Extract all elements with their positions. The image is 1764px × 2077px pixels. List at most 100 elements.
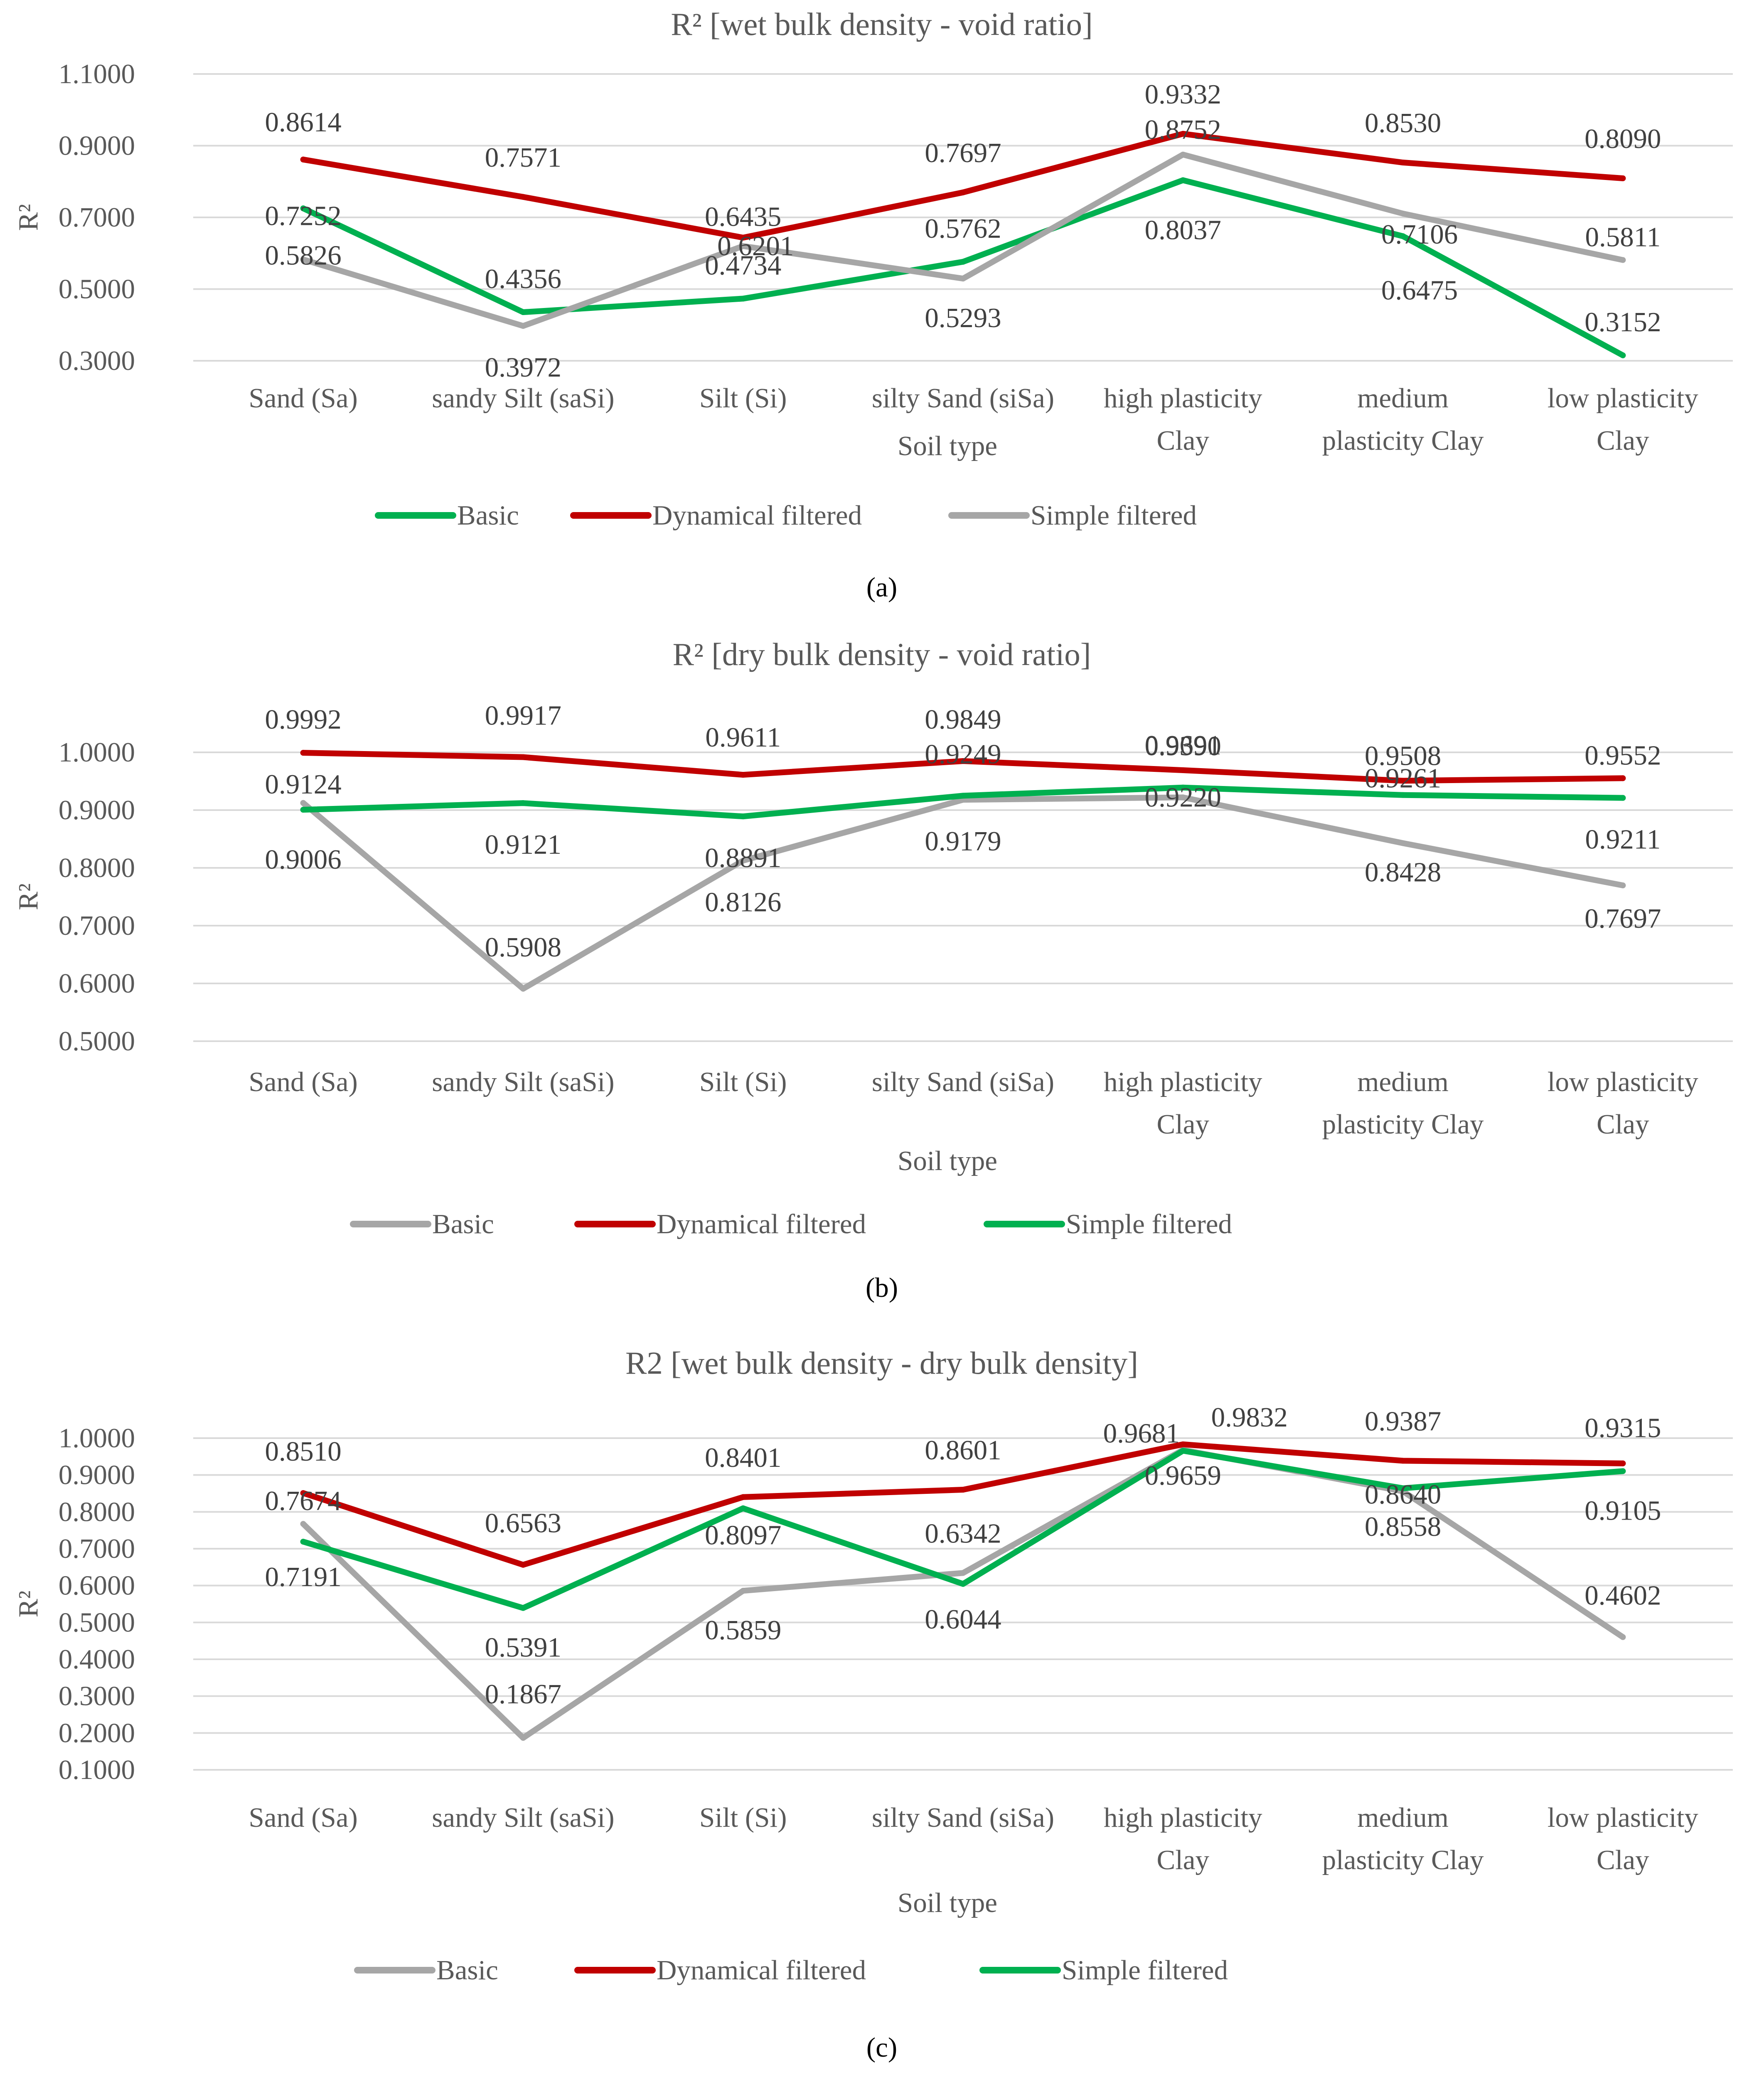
x-category-label: plasticity Clay (1322, 425, 1484, 456)
x-category-label: low plasticity (1547, 1067, 1698, 1097)
data-point (740, 772, 746, 778)
x-category-label: silty Sand (siSa) (872, 383, 1054, 414)
data-point (520, 754, 526, 760)
data-point (300, 800, 306, 806)
x-category-label: Silt (Si) (699, 383, 787, 414)
data-point (520, 800, 526, 806)
data-point (740, 1494, 746, 1500)
x-category-label: Clay (1157, 1845, 1210, 1875)
y-tick-label: 0.6000 (59, 1570, 135, 1601)
data-label: 0.9261 (1365, 763, 1441, 794)
data-point (520, 309, 526, 315)
y-axis-label: R² (13, 1591, 44, 1618)
panel-caption: (a) (866, 572, 897, 603)
legend: Basic Dynamical filtered Simple filtered (350, 1209, 1232, 1239)
data-label: 0.9917 (485, 700, 561, 731)
data-label: 0.1867 (485, 1679, 561, 1710)
y-tick-label: 0.5000 (59, 1026, 135, 1057)
data-label: 0.9659 (1145, 1460, 1221, 1491)
data-label: 0.8126 (705, 887, 781, 917)
x-category-label: silty Sand (siSa) (872, 1802, 1054, 1833)
data-label: 0.9006 (265, 844, 342, 875)
data-label: 0.5293 (925, 303, 1001, 333)
data-label: 0.5859 (705, 1615, 781, 1646)
panel-caption: (b) (866, 1272, 898, 1303)
y-tick-label: 0.9000 (59, 1460, 135, 1491)
data-label: 0.9211 (1585, 824, 1661, 855)
x-category-label: silty Sand (siSa) (872, 1067, 1054, 1097)
data-label: 0.9552 (1584, 740, 1661, 771)
x-axis-label: Soil type (898, 1887, 997, 1918)
y-tick-label: 1.0000 (59, 1423, 135, 1454)
legend-entry: Simple filtered (1066, 1209, 1232, 1239)
x-category-label: plasticity Clay (1322, 1845, 1484, 1875)
x-category-label: Silt (Si) (699, 1802, 787, 1833)
data-point (1400, 840, 1406, 846)
y-tick-label: 0.8000 (59, 852, 135, 883)
data-label: 0.7571 (485, 142, 561, 173)
data-label: 0.8037 (1145, 215, 1221, 246)
data-label: 0.9681 (1103, 1418, 1180, 1449)
data-point (300, 256, 306, 263)
data-point (740, 234, 746, 241)
data-label: 0.4734 (705, 250, 781, 281)
data-label: 0.9179 (925, 826, 1001, 857)
chart-title: R² [dry bulk density - void ratio] (673, 636, 1091, 672)
data-point (1180, 784, 1186, 791)
data-label: 0.8090 (1584, 123, 1661, 154)
data-point (960, 259, 966, 265)
x-axis-label: Soil type (898, 431, 997, 461)
data-point (1400, 792, 1406, 798)
data-point (740, 1505, 746, 1511)
y-tick-label: 0.7000 (59, 1533, 135, 1564)
data-label: 0.7674 (265, 1486, 342, 1516)
data-point (520, 194, 526, 200)
data-label: 0.9315 (1584, 1413, 1661, 1444)
data-label: 0.8530 (1365, 108, 1441, 138)
y-axis-label: R² (13, 883, 44, 910)
data-point (1400, 1485, 1406, 1491)
data-point (960, 276, 966, 282)
data-label: 0.9124 (265, 769, 342, 800)
data-label: 0.7106 (1381, 219, 1458, 250)
data-label: 0.9832 (1211, 1402, 1288, 1433)
data-point (300, 1521, 306, 1527)
data-point (740, 857, 746, 864)
data-point (1400, 233, 1406, 239)
data-point (520, 1735, 526, 1741)
y-tick-label: 0.6000 (59, 968, 135, 999)
x-category-label: sandy Silt (saSi) (432, 1067, 614, 1097)
data-label: 0.7252 (265, 200, 342, 231)
data-point (1620, 1460, 1626, 1466)
data-point (300, 1539, 306, 1545)
data-point (1180, 151, 1186, 158)
x-category-label: high plasticity (1104, 383, 1262, 414)
x-category-label: Clay (1597, 425, 1649, 456)
x-category-label: low plasticity (1547, 383, 1698, 414)
data-label: 0.9849 (925, 704, 1001, 735)
data-point (960, 1487, 966, 1493)
y-tick-label: 0.7000 (59, 910, 135, 941)
data-point (960, 189, 966, 195)
x-category-label: Clay (1157, 1109, 1210, 1140)
data-label: 0.8614 (265, 107, 342, 138)
data-point (1180, 1441, 1186, 1447)
y-tick-label: 0.9000 (59, 795, 135, 825)
data-point (960, 1581, 966, 1587)
data-point (520, 986, 526, 992)
data-point (1620, 257, 1626, 263)
data-point (1620, 1634, 1626, 1640)
y-tick-label: 0.1000 (59, 1754, 135, 1785)
y-tick-label: 0.5000 (59, 1607, 135, 1638)
y-tick-label: 0.2000 (59, 1717, 135, 1748)
data-point (960, 758, 966, 764)
x-category-label: low plasticity (1547, 1802, 1698, 1833)
x-category-label: Clay (1597, 1109, 1649, 1140)
data-point (1620, 175, 1626, 181)
data-point (1620, 775, 1626, 781)
data-point (1180, 1448, 1186, 1454)
data-point (740, 296, 746, 302)
data-label: 0.7191 (265, 1562, 342, 1592)
chart-panel-a: R² [wet bulk density - void ratio] 0.3000… (13, 6, 1733, 603)
data-label: 0.9390 (1145, 731, 1221, 761)
